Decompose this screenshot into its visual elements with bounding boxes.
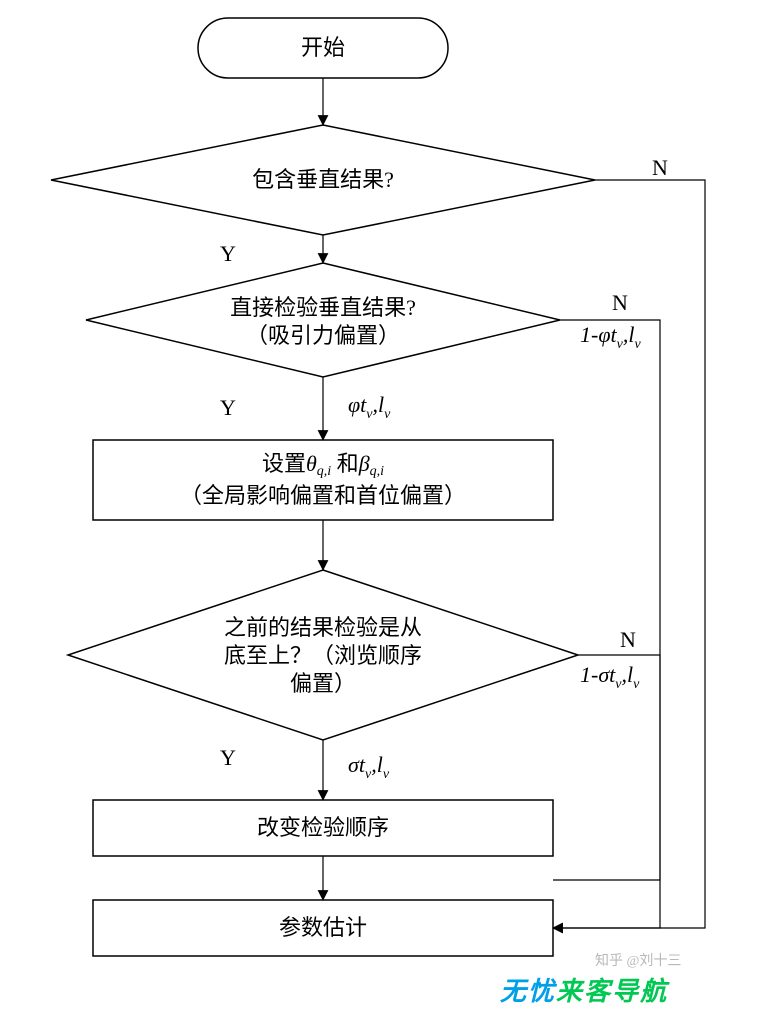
d3-line1: 之前的结果检验是从 [224,615,422,640]
d3-line3: 偏置） [290,671,356,696]
label-d2-no-formula: 1-φtv,lv [580,322,641,352]
label-d1-no: N [652,155,668,180]
d2-line2: （吸引力偏置） [246,323,400,348]
d1-text: 包含垂直结果? [252,167,394,192]
node-decision-direct-check: 直接检验垂直结果? （吸引力偏置） [86,263,560,377]
node-process-estimate: 参数估计 [93,900,553,956]
label-d3-no: N [620,627,636,652]
node-start: 开始 [198,18,448,78]
label-d2-no: N [612,290,628,315]
node-process-change-order: 改变检验顺序 [93,800,553,856]
label-d1-yes: Y [220,241,236,266]
watermark-brand: 无忧来客导航 [500,976,670,1006]
label-d3-yes-formula: σtv,lv [348,752,390,782]
edge-d1-no [553,180,705,928]
label-d2-yes: Y [220,395,236,420]
label-d3-yes: Y [220,745,236,770]
d2-line1: 直接检验垂直结果? [230,295,416,320]
watermark-zhihu: 知乎 @刘十三 [595,952,681,969]
edge-d2-no [553,320,660,880]
node-decision-vertical-result: 包含垂直结果? [51,125,595,235]
node-start-label: 开始 [301,35,345,60]
edge-d3-no [553,655,660,928]
node-decision-order: 之前的结果检验是从 底至上？（浏览顺序 偏置） [68,570,578,740]
label-d2-yes-formula: φtv,lv [348,392,391,422]
p2-line1: 改变检验顺序 [257,815,389,840]
label-d3-no-formula: 1-σtv,lv [580,662,640,692]
p1-line2: （全局影响偏置和首位偏置） [180,483,466,508]
d3-line2: 底至上？（浏览顺序 [224,643,422,668]
node-process-set-theta-beta: 设置θq,i 和βq,i （全局影响偏置和首位偏置） [93,440,553,520]
p3-line1: 参数估计 [279,915,367,940]
